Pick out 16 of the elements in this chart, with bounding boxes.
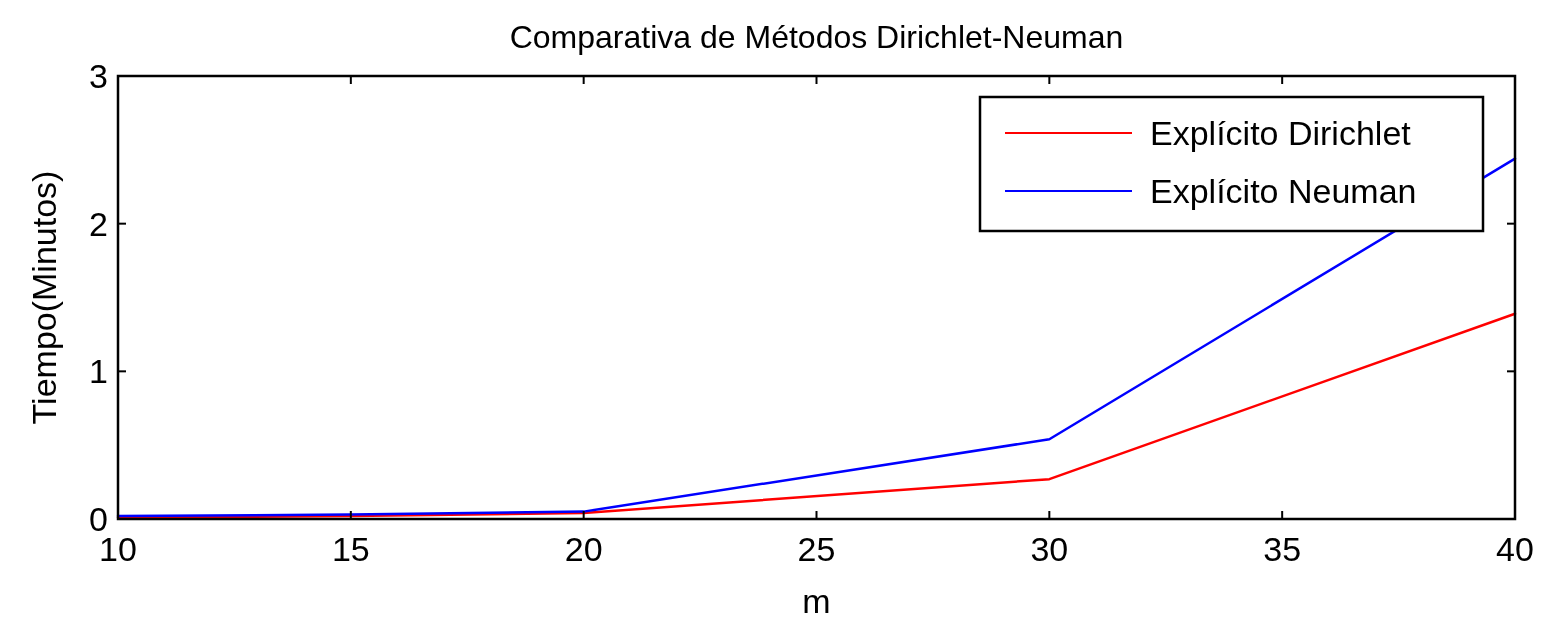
legend-label: Explícito Dirichlet xyxy=(1150,114,1412,152)
x-tick-label: 20 xyxy=(564,530,603,568)
x-tick-label: 30 xyxy=(1030,530,1069,568)
x-tick-label: 15 xyxy=(331,530,370,568)
y-tick-label: 2 xyxy=(89,204,108,243)
legend-label: Explícito Neuman xyxy=(1150,172,1417,210)
x-axis-title: m xyxy=(802,582,831,620)
line-series xyxy=(116,157,1517,518)
y-axis-title: Tiempo(Minutos) xyxy=(25,170,63,425)
y-tick-label: 3 xyxy=(89,57,108,95)
chart-title: Comparativa de Métodos Dirichlet-Neuman xyxy=(509,19,1124,55)
x-tick-label: 40 xyxy=(1496,530,1534,568)
y-tick-label: 1 xyxy=(89,352,108,391)
x-tick-label: 25 xyxy=(797,530,836,568)
x-tick-label: 35 xyxy=(1263,530,1302,568)
line-series xyxy=(116,312,1517,519)
